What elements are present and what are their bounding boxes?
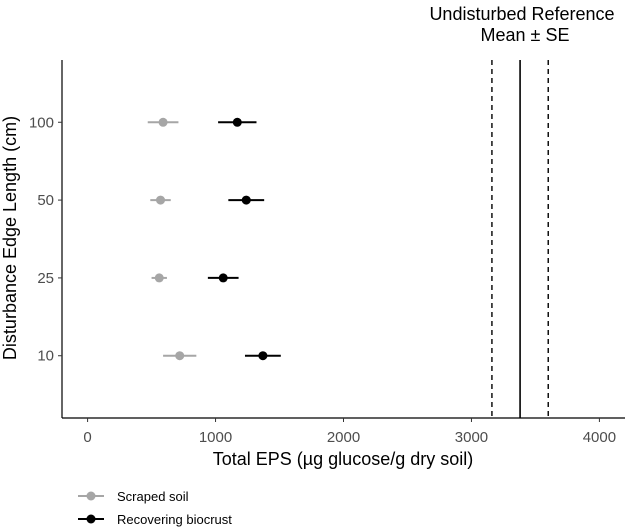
point-recovering-biocrust xyxy=(232,117,242,127)
legend-label-scraped: Scraped soil xyxy=(117,489,189,504)
y-tick-label: 100 xyxy=(29,114,54,131)
x-tick-label: 1000 xyxy=(199,429,232,446)
mean-points xyxy=(154,117,268,361)
x-tick-label: 3000 xyxy=(455,429,488,446)
x-axis-title: Total EPS (µg glucose/g dry soil) xyxy=(213,449,473,469)
legend-dot-biocrust xyxy=(86,514,96,524)
y-axis-ticks: 10 25 50 100 xyxy=(29,114,62,365)
legend: Scraped soil Recovering biocrust xyxy=(78,489,232,527)
reference-label-line1: Undisturbed Reference xyxy=(429,4,614,24)
point-scraped-soil xyxy=(175,351,185,361)
y-tick-label: 25 xyxy=(37,270,54,287)
point-scraped-soil xyxy=(156,195,166,205)
x-tick-label: 4000 xyxy=(583,429,616,446)
point-recovering-biocrust xyxy=(241,195,251,205)
y-axis-title: Disturbance Edge Length (cm) xyxy=(0,116,20,360)
x-tick-label: 0 xyxy=(83,429,91,446)
x-axis-ticks: 0 1000 2000 3000 4000 xyxy=(83,418,616,446)
axes xyxy=(61,60,625,419)
point-recovering-biocrust xyxy=(258,351,268,361)
point-scraped-soil xyxy=(158,117,168,127)
reference-lines xyxy=(491,60,549,418)
error-bars xyxy=(147,121,281,357)
y-tick-label: 10 xyxy=(37,348,54,365)
point-recovering-biocrust xyxy=(218,273,228,283)
legend-dot-scraped xyxy=(86,491,96,501)
point-scraped-soil xyxy=(154,273,164,283)
y-tick-label: 50 xyxy=(37,192,54,209)
reference-label-line2: Mean ± SE xyxy=(481,25,570,45)
x-tick-label: 2000 xyxy=(327,429,360,446)
legend-label-biocrust: Recovering biocrust xyxy=(117,512,232,527)
